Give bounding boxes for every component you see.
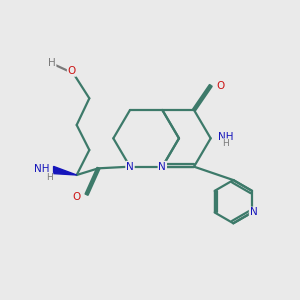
Text: O: O	[72, 192, 81, 202]
Text: H: H	[222, 139, 228, 148]
Polygon shape	[54, 167, 77, 175]
Text: H: H	[48, 58, 56, 68]
Text: O: O	[68, 66, 76, 76]
Text: H: H	[46, 173, 53, 182]
Text: NH: NH	[218, 132, 234, 142]
Text: N: N	[158, 162, 166, 172]
Text: NH: NH	[34, 164, 50, 173]
Text: N: N	[126, 162, 134, 172]
Text: O: O	[216, 81, 224, 91]
Text: N: N	[250, 208, 257, 218]
